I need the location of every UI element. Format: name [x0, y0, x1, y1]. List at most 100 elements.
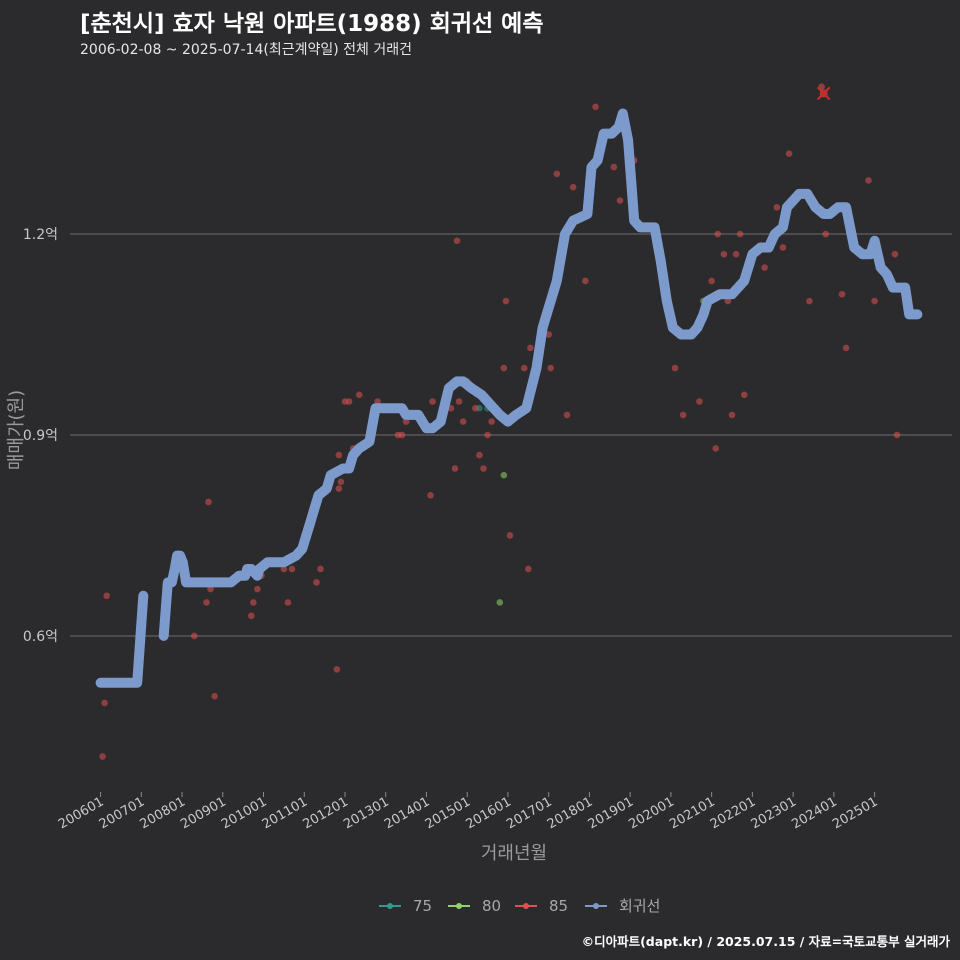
- data-point-85: [459, 418, 467, 425]
- data-point-85: [761, 264, 768, 271]
- source-caption: ©디아파트(dapt.kr) / 2025.07.15 / 자료=국토교통부 실…: [581, 934, 950, 949]
- data-point-85: [101, 699, 108, 707]
- x-tick-label: 202001: [626, 794, 676, 832]
- regression-line: [95, 108, 923, 688]
- data-point-85: [254, 585, 261, 593]
- data-point-85: [728, 411, 736, 419]
- x-tick-label: 202301: [749, 794, 799, 832]
- data-point-85: [211, 692, 218, 700]
- data-point-85: [205, 498, 212, 506]
- data-point-80: [500, 471, 508, 479]
- data-point-85: [679, 411, 687, 419]
- y-axis-ticks: 0.6억 0.9억 1.2억: [23, 227, 58, 645]
- y-tick-label: 0.9억: [23, 428, 58, 444]
- data-point-85: [527, 344, 534, 352]
- x-tick-label: 200901: [178, 794, 228, 832]
- data-point-85: [506, 532, 514, 539]
- data-point-85: [671, 364, 679, 372]
- scatter-points: [99, 83, 901, 760]
- legend-label: 80: [482, 897, 501, 915]
- y-tick-label: 0.6억: [23, 629, 58, 645]
- chart-title: [춘천시] 효자 낙원 아파트(1988) 회귀선 예측: [80, 11, 544, 37]
- regression-segment: [158, 108, 923, 641]
- x-tick-label: 201501: [423, 794, 473, 832]
- data-point-85: [806, 297, 813, 305]
- data-point-85: [280, 565, 288, 573]
- x-tick-label: 201801: [545, 794, 595, 832]
- data-point-85: [335, 485, 343, 492]
- x-tick-label: 201301: [341, 794, 391, 832]
- data-point-85: [203, 599, 210, 606]
- legend-dot-회귀선: [593, 903, 599, 909]
- data-point-85: [893, 431, 901, 439]
- x-tick-label: 201901: [586, 794, 636, 832]
- data-point-85: [740, 391, 748, 399]
- legend-dot-75: [387, 903, 393, 909]
- legend-label: 85: [549, 897, 568, 915]
- data-point-85: [553, 170, 561, 178]
- data-point-85: [250, 599, 257, 606]
- data-point-85: [891, 250, 899, 258]
- x-axis-ticks: 2006012007012008012009012010012011012012…: [56, 792, 881, 832]
- data-point-85: [592, 103, 599, 111]
- legend: 75 80 85 회귀선: [379, 897, 660, 915]
- data-point-85: [374, 398, 381, 405]
- x-tick-label: 200601: [56, 794, 106, 832]
- data-point-85: [502, 297, 510, 305]
- data-point-85: [696, 398, 703, 405]
- data-point-85: [103, 592, 110, 600]
- grid-lines: [70, 233, 952, 637]
- data-point-85: [484, 431, 491, 439]
- x-tick-label: 200801: [138, 794, 188, 832]
- data-point-85: [724, 297, 732, 305]
- data-point-85: [402, 418, 410, 425]
- data-point-85: [708, 277, 715, 285]
- x-tick-label: 202101: [667, 794, 717, 832]
- data-point-85: [779, 244, 787, 251]
- data-point-85: [720, 250, 728, 258]
- data-point-85: [333, 666, 341, 673]
- data-point-85: [610, 163, 618, 171]
- x-tick-label: 201401: [382, 794, 432, 832]
- legend-label: 75: [413, 897, 432, 915]
- x-tick-label: 202401: [789, 794, 839, 832]
- data-point-85: [345, 398, 353, 405]
- data-point-85: [480, 465, 487, 472]
- data-point-85: [547, 364, 555, 372]
- data-point-85: [476, 451, 483, 459]
- data-point-85: [582, 277, 589, 285]
- y-tick-label: 1.2억: [23, 227, 58, 243]
- x-tick-label: 200701: [97, 794, 147, 832]
- data-point-85: [563, 411, 571, 419]
- data-point-85: [732, 250, 740, 258]
- legend-dot-85: [523, 903, 529, 909]
- data-point-85: [451, 465, 459, 472]
- data-point-85: [773, 203, 781, 211]
- data-point-85: [427, 491, 434, 499]
- data-point-85: [822, 230, 830, 238]
- data-point-85: [714, 230, 722, 238]
- y-axis-label: 매매가(원): [6, 390, 27, 470]
- x-tick-label: 202201: [708, 794, 758, 832]
- data-point-85: [455, 398, 463, 405]
- x-tick-label: 201701: [504, 794, 554, 832]
- data-point-85: [247, 612, 255, 620]
- data-point-85: [99, 753, 106, 760]
- data-point-85: [525, 565, 532, 573]
- data-point-85: [453, 237, 461, 245]
- data-point-85: [712, 445, 720, 452]
- chart-subtitle: 2006-02-08 ~ 2025-07-14(최근계약일) 전체 거래건: [80, 42, 412, 58]
- data-point-85: [736, 230, 744, 238]
- data-point-85: [785, 150, 793, 157]
- x-tick-label: 201601: [463, 794, 513, 832]
- regression-segment: [95, 590, 149, 688]
- data-point-85: [472, 404, 479, 412]
- data-point-85: [207, 585, 214, 593]
- data-point-85: [500, 364, 508, 372]
- data-point-80: [496, 599, 504, 606]
- x-tick-label: 201001: [219, 794, 269, 832]
- data-point-85: [488, 418, 495, 425]
- data-point-85: [288, 565, 296, 573]
- data-point-85: [337, 478, 345, 486]
